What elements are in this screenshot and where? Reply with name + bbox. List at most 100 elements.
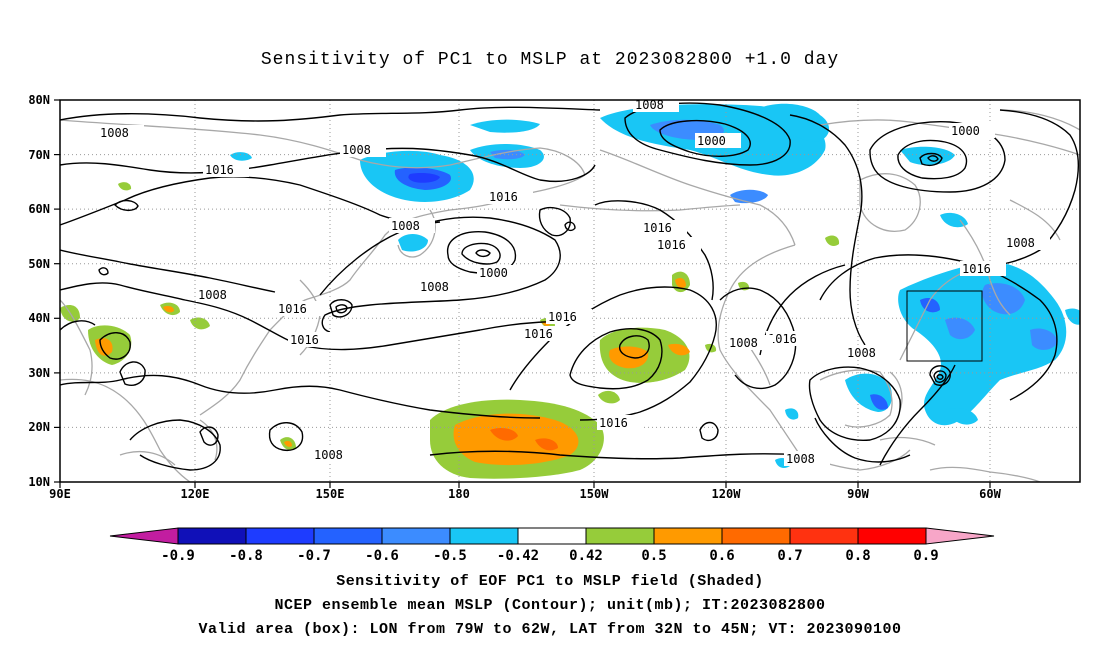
contour-low-arc — [624, 102, 791, 166]
contour-label: 1008 — [635, 98, 664, 112]
latitude-labels: 80N 70N 60N 50N 40N 30N 20N 10N — [28, 93, 50, 489]
contour-label: 1008 — [198, 288, 227, 302]
shade-small-a — [230, 152, 252, 161]
contour-label: 1008 — [100, 126, 129, 140]
colorbar: -0.9 -0.8 -0.7 -0.6 -0.5 -0.42 0.42 0.5 0.6 0.7 0.… — [109, 527, 995, 564]
shade-bering — [730, 189, 768, 204]
contour-9 — [268, 422, 304, 452]
colorbar-tick-label: 0.7 — [777, 548, 802, 564]
contour-4 — [319, 216, 561, 333]
lat-label: 50N — [28, 257, 50, 271]
contour-low-can4 — [927, 155, 939, 162]
coast-hudson — [859, 173, 921, 232]
coast-philippines — [199, 419, 218, 461]
shade-phil-orange — [284, 441, 292, 447]
shade-ne-siberia-blue — [490, 149, 525, 160]
contour-label: 1016 — [278, 302, 307, 316]
contour-8 — [199, 426, 219, 446]
contour-hurr — [929, 365, 951, 386]
contour-11 — [569, 328, 663, 390]
coast-cuba — [879, 436, 936, 446]
lat-label: 70N — [28, 148, 50, 162]
coast-labrador — [959, 219, 1011, 316]
shade-ne-pac-green2 — [598, 390, 620, 404]
colorbar-tick-label: 0.42 — [569, 548, 603, 564]
contour-25 — [99, 332, 131, 360]
shade-gulf-s — [785, 408, 799, 420]
contour-label: 1008 — [1006, 236, 1035, 250]
lon-label: 180 — [448, 487, 470, 501]
contour-low-pac3 — [475, 249, 491, 258]
contour-23 — [699, 421, 719, 442]
colorbar-segment — [381, 527, 451, 545]
axis-ticks — [54, 99, 991, 488]
colorbar-segment — [789, 527, 859, 545]
colorbar-segment — [177, 527, 247, 545]
contour-label: 1000 — [951, 124, 980, 138]
contour-hurr3 — [936, 374, 944, 380]
contour-label-group: 1008 1008 1016 1008 1000 1016 1008 1000 … — [98, 97, 1050, 466]
shade-subtrop-pac-orange — [453, 413, 579, 466]
shade-arctic-east — [760, 103, 830, 142]
contour-12 — [618, 335, 650, 359]
colorbar-segment — [857, 527, 927, 545]
lat-label: 10N — [28, 475, 50, 489]
contour-22 — [879, 364, 956, 466]
colorbar-segment — [517, 527, 587, 545]
contour-31 — [814, 417, 911, 463]
shade-sib-green — [118, 182, 132, 191]
contour-label: 1016 — [290, 333, 319, 347]
longitude-labels: 90E 120E 150E 180 150W 120W 90W 60W — [49, 487, 1001, 501]
shade-subtrop-pac-dark — [490, 428, 518, 441]
coast-na-west — [717, 244, 801, 456]
caption-shading: Sensitivity of EOF PC1 to MSLP field (Sh… — [336, 573, 764, 590]
contour-26 — [119, 361, 146, 386]
colorbar-segment — [449, 527, 519, 545]
contour-1 — [60, 106, 601, 122]
colorbar-segment — [585, 527, 655, 545]
colorbar-tick-label: 0.5 — [641, 548, 666, 564]
contour-7 — [129, 419, 221, 471]
colorbar-tick-label: 0.8 — [845, 548, 870, 564]
colorbar-arrow-low — [109, 527, 179, 545]
lon-label: 150E — [316, 487, 345, 501]
colorbar-tick-label: -0.6 — [365, 548, 399, 564]
contour-16 — [564, 221, 576, 232]
contour-29 — [98, 267, 109, 276]
contour-28 — [114, 199, 139, 212]
caption-contour: NCEP ensemble mean MSLP (Contour); unit(… — [274, 597, 826, 614]
shade-carib-blue — [870, 394, 888, 410]
valid-area-box — [906, 290, 983, 362]
colorbar-tick-label: 0.9 — [913, 548, 938, 564]
contour-24 — [759, 264, 846, 356]
contour-label: 1016 — [643, 221, 672, 235]
shade-arctic-west — [470, 119, 540, 133]
contour-label: 1016 — [489, 190, 518, 204]
lat-label: 20N — [28, 420, 50, 434]
lon-label: 120E — [181, 487, 210, 501]
contour-label: 1016 — [548, 310, 577, 324]
shade-can-green — [825, 235, 840, 246]
contour-17 — [789, 114, 866, 346]
contour-30 — [60, 249, 276, 293]
contour-21 — [808, 366, 901, 442]
contour-low-arc2 — [659, 119, 751, 157]
contour-low-w2 — [335, 304, 348, 314]
colorbar-tick-label: -0.9 — [161, 548, 195, 564]
contour-6 — [60, 374, 541, 419]
shade-china-orange — [163, 306, 174, 313]
lat-label: 80N — [28, 93, 50, 107]
coast-s-america — [929, 466, 1041, 482]
coast-gulf — [819, 369, 893, 428]
shade-atlantic-blue3 — [1030, 328, 1058, 350]
shade-atlantic-far — [1065, 308, 1080, 325]
shade-canada-ne — [900, 146, 955, 166]
contour-hurr2 — [933, 370, 947, 383]
coast-florida — [889, 371, 903, 411]
shade-siberia-dark — [408, 173, 440, 183]
contour-label: 1016 — [768, 332, 797, 346]
shade-okhotsk — [398, 234, 428, 252]
colorbar-tick-label: 0.6 — [709, 548, 734, 564]
mslp-contours — [60, 102, 1079, 471]
colorbar-segment — [721, 527, 791, 545]
